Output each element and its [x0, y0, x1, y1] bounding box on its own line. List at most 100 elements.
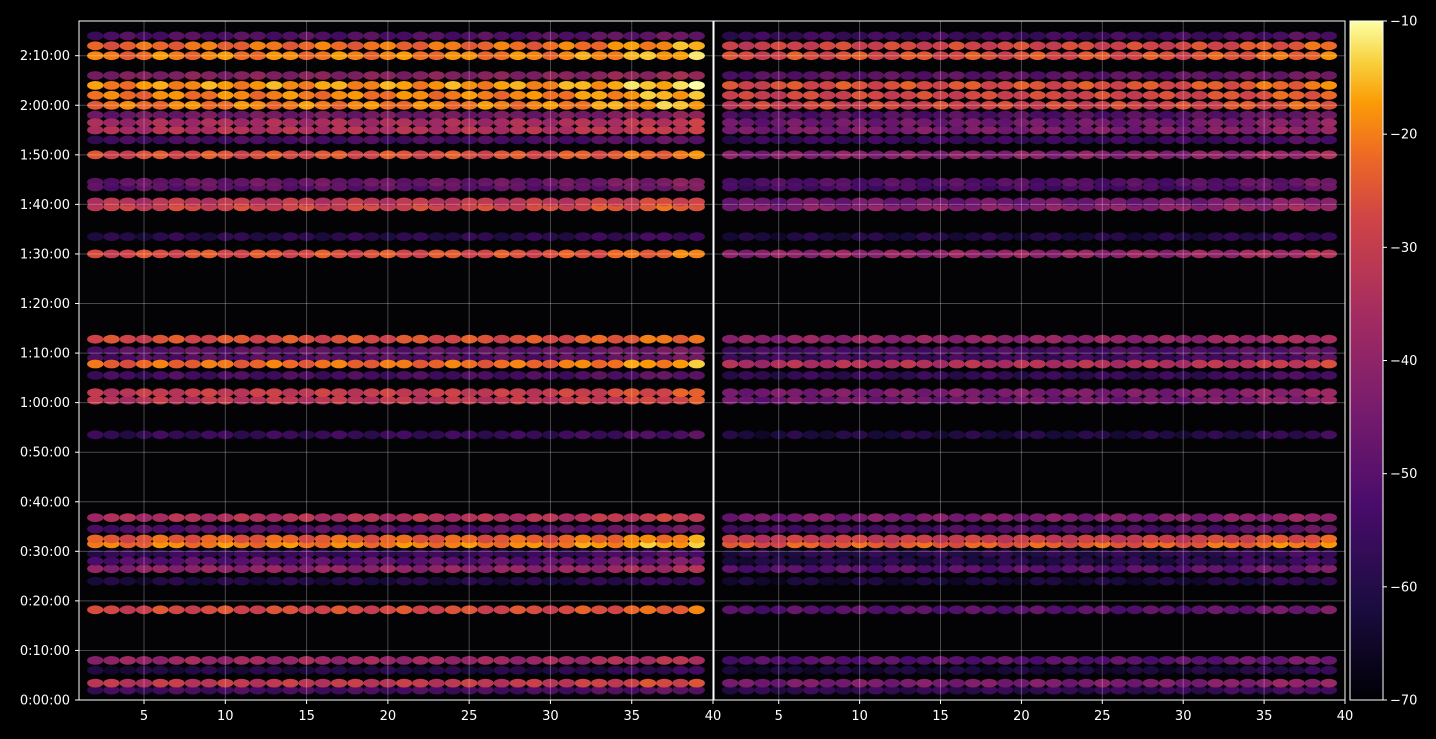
heatmap-cell [526, 41, 543, 51]
heatmap-cell [1029, 334, 1046, 344]
heatmap-cell [672, 524, 689, 534]
heatmap-cell [1288, 125, 1305, 135]
heatmap-cell [932, 678, 949, 688]
heatmap-cell [168, 665, 185, 675]
heatmap-cell [152, 430, 169, 440]
heatmap-cell [867, 534, 884, 544]
heatmap-cell [738, 51, 755, 61]
heatmap-cell [1158, 359, 1176, 369]
heatmap-cell [1045, 197, 1063, 207]
heatmap-cell [1126, 135, 1143, 145]
heatmap-cell [395, 150, 413, 160]
heatmap-cell [1272, 395, 1289, 405]
heatmap-cell [249, 388, 266, 398]
heatmap-cell [1126, 334, 1143, 344]
heatmap-cell [1207, 388, 1224, 398]
heatmap-cell [217, 110, 234, 120]
heatmap-cell [607, 150, 624, 160]
heatmap-cell [265, 430, 283, 440]
heatmap-cell [1158, 110, 1176, 120]
heatmap-cell [900, 678, 917, 688]
heatmap-cell [119, 605, 136, 615]
heatmap-cell [802, 656, 820, 665]
heatmap-cell [428, 232, 445, 242]
heatmap-cell [900, 685, 917, 695]
heatmap-cell [1029, 513, 1046, 522]
heatmap-cell [119, 31, 136, 41]
heatmap-cell [1255, 549, 1273, 559]
heatmap-cell [217, 90, 234, 100]
heatmap-cell [265, 118, 283, 127]
heatmap-cell [428, 110, 445, 120]
heatmap-cell [233, 685, 250, 695]
panel-background [79, 21, 713, 700]
heatmap-cell [1158, 656, 1176, 665]
heatmap-cell [347, 665, 364, 675]
heatmap-cell [980, 605, 998, 615]
heatmap-cell [1175, 232, 1192, 242]
heatmap-cell [1158, 135, 1176, 145]
heatmap-cell [851, 118, 868, 127]
heatmap-cell [395, 395, 413, 405]
heatmap-cell [330, 118, 348, 127]
heatmap-cell [722, 41, 739, 51]
heatmap-cell [477, 395, 494, 405]
heatmap-cell [168, 678, 185, 688]
heatmap-cell [1255, 81, 1273, 90]
heatmap-cell [395, 232, 413, 242]
heatmap-cell [363, 249, 380, 259]
heatmap-cell [1061, 656, 1079, 665]
heatmap-cell [103, 81, 120, 90]
heatmap-cell [607, 665, 624, 675]
heatmap-cell [461, 150, 478, 160]
heatmap-cell [672, 656, 689, 665]
heatmap-cell [558, 90, 575, 100]
heatmap-cell [1045, 135, 1063, 145]
heatmap-cell [493, 232, 510, 242]
heatmap-cell [835, 388, 852, 398]
heatmap-cell [1110, 197, 1127, 207]
heatmap-cell [867, 232, 884, 242]
heatmap-cell [1077, 90, 1095, 100]
heatmap-cell [1304, 81, 1321, 90]
heatmap-cell [802, 110, 820, 120]
heatmap-cell [997, 197, 1014, 207]
colorbar-tick-label: −20 [1390, 128, 1417, 143]
heatmap-cell [1094, 110, 1111, 120]
heatmap-cell [314, 197, 331, 207]
heatmap-cell [87, 197, 104, 207]
heatmap-cell [1045, 334, 1063, 344]
x-tick-label: 25 [461, 709, 478, 724]
heatmap-cell [932, 524, 949, 534]
heatmap-cell [722, 31, 739, 41]
heatmap-cell [200, 41, 218, 51]
heatmap-cell [428, 524, 445, 534]
heatmap-cell [363, 430, 380, 440]
heatmap-cell [103, 359, 120, 369]
heatmap-cell [379, 549, 397, 559]
x-tick-label: 25 [1094, 709, 1111, 724]
heatmap-cell [835, 110, 852, 120]
heatmap-cell [639, 685, 657, 695]
heatmap-cell [607, 135, 624, 145]
heatmap-cell [1110, 665, 1127, 675]
heatmap-cell [428, 576, 445, 586]
heatmap-cell [1061, 395, 1079, 405]
heatmap-cell [1013, 395, 1030, 405]
heatmap-cell [298, 564, 315, 574]
heatmap-cell [379, 371, 397, 380]
heatmap-cell [688, 249, 705, 259]
heatmap-cell [964, 197, 982, 207]
heatmap-cell [379, 678, 397, 688]
heatmap-cell [233, 656, 250, 665]
heatmap-cell [623, 685, 640, 695]
heatmap-cell [964, 100, 982, 110]
heatmap-cell [265, 685, 283, 695]
heatmap-cell [1223, 678, 1240, 688]
heatmap-cell [363, 388, 380, 398]
heatmap-cell [184, 534, 201, 544]
heatmap-cell [428, 665, 445, 675]
heatmap-cell [1175, 388, 1192, 398]
heatmap-cell [964, 430, 982, 440]
heatmap-cell [883, 81, 901, 90]
